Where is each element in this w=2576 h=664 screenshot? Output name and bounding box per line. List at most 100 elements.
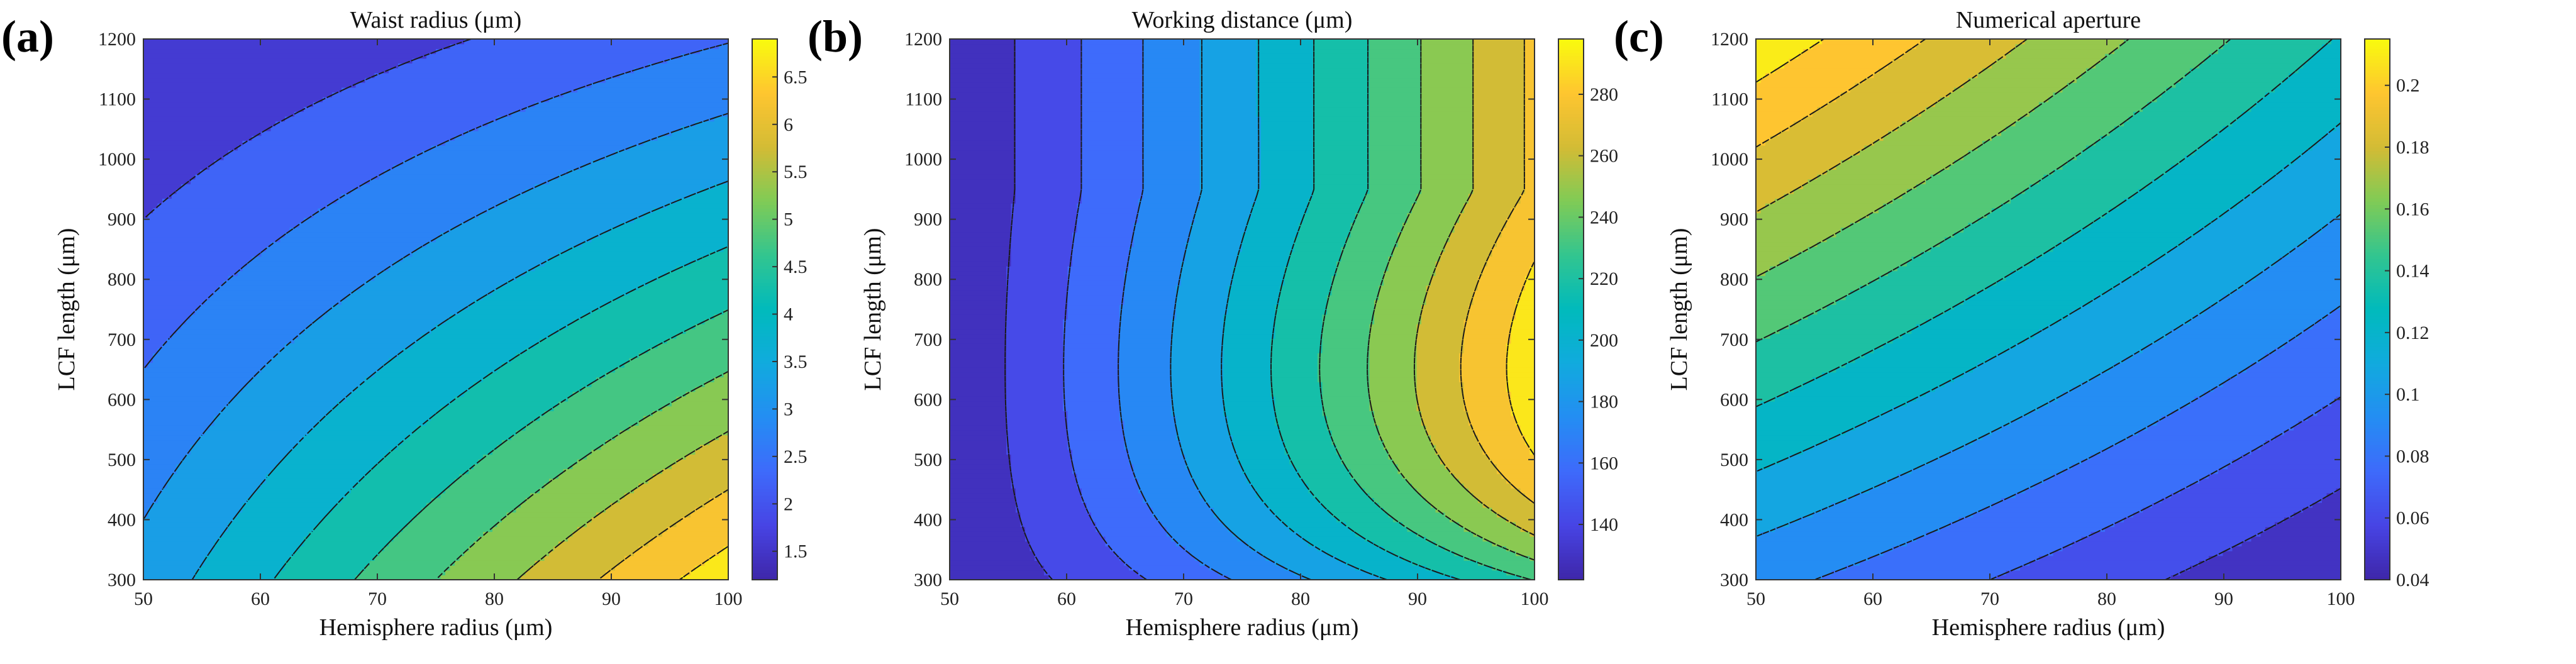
contour-cell <box>200 343 206 349</box>
contour-cell <box>252 265 257 272</box>
contour-cell <box>176 101 182 108</box>
contour-cell <box>304 353 309 358</box>
contour-cell <box>181 492 187 499</box>
contour-cell <box>261 488 267 494</box>
contour-cell <box>257 39 262 45</box>
contour-cell <box>266 246 272 252</box>
contour-cell <box>351 565 357 571</box>
contour-cell <box>195 256 201 262</box>
contour-cell <box>191 130 196 136</box>
contour-cell <box>219 459 225 465</box>
contour-cell <box>223 82 229 88</box>
contour-cell <box>289 232 295 238</box>
contour-cell <box>157 386 163 392</box>
contour-cell <box>313 111 319 117</box>
contour-cell <box>247 415 253 421</box>
contour-cell <box>209 521 215 528</box>
contour-cell <box>266 536 272 542</box>
contour-cell <box>238 164 243 170</box>
contour-cell <box>238 227 243 233</box>
contour-cell <box>233 169 238 175</box>
contour-cell <box>191 391 196 397</box>
contour-cell <box>323 290 328 296</box>
contour-cell <box>257 497 262 503</box>
contour-cell <box>247 126 253 131</box>
contour-cell <box>242 304 248 310</box>
contour-cell <box>275 82 281 88</box>
contour-cell <box>167 236 172 243</box>
contour-cell <box>327 203 333 209</box>
contour-cell <box>200 135 206 141</box>
contour-cell <box>308 241 314 247</box>
contour-cell <box>223 333 229 339</box>
contour-cell <box>341 43 347 50</box>
contour-cell <box>299 222 304 228</box>
contour-cell <box>233 507 238 513</box>
contour-cell <box>209 555 215 561</box>
contour-cell <box>332 445 338 450</box>
contour-cell <box>204 101 210 108</box>
contour-cell <box>252 362 257 368</box>
contour-cell <box>266 261 272 267</box>
contour-cell <box>257 386 262 392</box>
contour-cell <box>176 213 182 218</box>
contour-cell <box>308 473 314 479</box>
contour-cell <box>257 429 262 436</box>
contour-cell <box>266 492 272 499</box>
contour-cell <box>186 208 191 214</box>
contour-cell <box>318 367 323 373</box>
contour-cell <box>204 232 210 238</box>
contour-cell <box>167 68 172 74</box>
contour-cell <box>299 294 304 301</box>
contour-cell <box>153 401 158 407</box>
contour-cell <box>191 434 196 441</box>
contour-cell <box>313 434 319 441</box>
contour-cell <box>351 333 357 339</box>
contour-cell <box>172 135 177 141</box>
contour-cell <box>204 565 210 571</box>
contour-cell <box>153 275 158 281</box>
contour-cell <box>223 502 229 508</box>
contour-cell <box>341 536 347 542</box>
contour-cell <box>167 483 172 489</box>
contour-cell <box>200 72 206 79</box>
contour-cell <box>351 575 357 580</box>
contour-cell <box>191 415 196 421</box>
contour-cell <box>275 565 281 571</box>
contour-cell <box>336 560 342 566</box>
contour-cell <box>242 164 248 170</box>
contour-cell <box>304 391 309 397</box>
contour-cell <box>252 434 257 441</box>
contour-cell <box>332 77 338 83</box>
contour-cell <box>223 445 229 450</box>
contour-cell <box>327 324 333 329</box>
contour-cell <box>336 565 342 571</box>
contour-cell <box>200 87 206 93</box>
contour-cell <box>266 43 272 50</box>
contour-cell <box>275 275 281 281</box>
contour-cell <box>204 92 210 97</box>
contour-cell <box>181 299 187 306</box>
contour-cell <box>191 218 196 223</box>
contour-cell <box>223 512 229 517</box>
contour-cell <box>346 169 352 175</box>
contour-cell <box>191 77 196 83</box>
contour-cell <box>323 203 328 209</box>
contour-cell <box>204 256 210 262</box>
contour-cell <box>336 445 342 450</box>
contour-cell <box>313 218 319 223</box>
contour-cell <box>157 445 163 450</box>
contour-cell <box>351 512 357 517</box>
contour-cell <box>313 72 319 79</box>
contour-cell <box>285 82 291 88</box>
contour-cell <box>153 386 158 392</box>
contour-cell <box>233 348 238 353</box>
contour-cell <box>167 560 172 566</box>
contour-cell <box>242 145 248 151</box>
contour-cell <box>172 343 177 349</box>
contour-cell <box>270 502 276 508</box>
contour-cell <box>294 72 300 79</box>
contour-cell <box>219 526 225 532</box>
contour-cell <box>280 357 286 363</box>
contour-cell <box>167 565 172 571</box>
